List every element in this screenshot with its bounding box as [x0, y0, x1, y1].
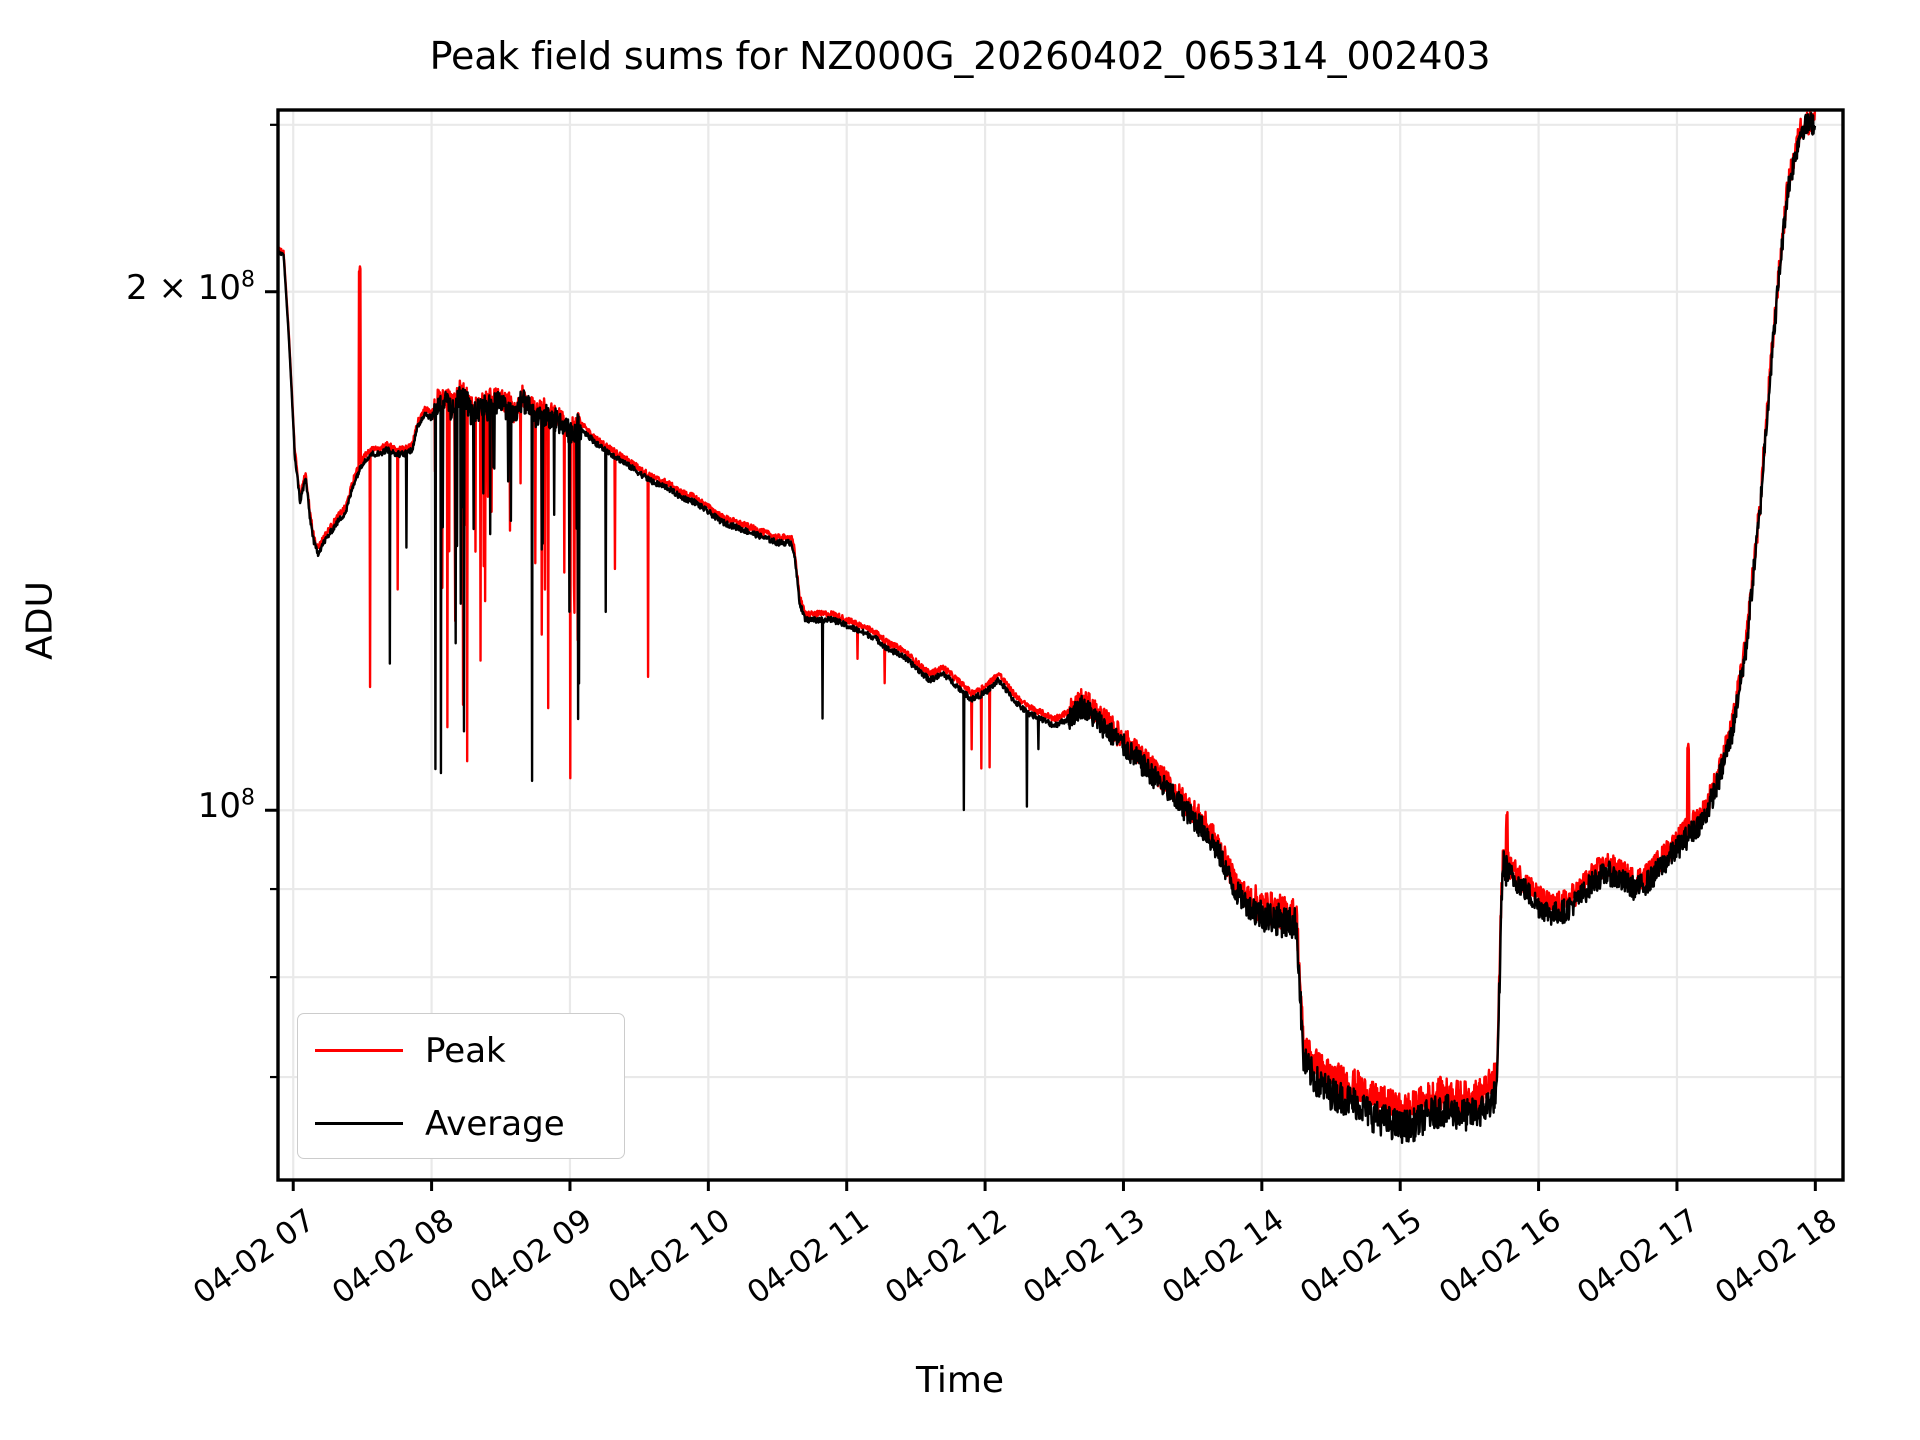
- y-tick-exponent: 8: [241, 267, 255, 293]
- y-tick-mantissa: 2 × 10: [126, 267, 241, 308]
- data-traces: [278, 110, 1817, 1145]
- legend-swatch-average: [315, 1122, 403, 1125]
- plot-background: [278, 110, 1843, 1180]
- legend-swatch-peak: [315, 1049, 403, 1052]
- axis-spines: [276, 108, 1845, 1182]
- legend-label: Average: [425, 1103, 565, 1144]
- y-tick-label: 108: [55, 786, 255, 826]
- y-tick-mantissa: 10: [197, 786, 241, 827]
- series-average: [278, 111, 1817, 1145]
- y-tick-exponent: 8: [241, 785, 255, 811]
- x-axis-label: Time: [915, 1360, 1005, 1401]
- axes-frame: [276, 108, 1845, 1182]
- y-tick-label: 2 × 108: [55, 268, 255, 308]
- axis-ticks: [265, 123, 1817, 1191]
- legend-item-average[interactable]: Average: [298, 1087, 624, 1160]
- legend-label: Peak: [425, 1030, 506, 1071]
- page-title: Peak field sums for NZ000G_20260402_0653…: [429, 34, 1491, 78]
- chart-legend[interactable]: Peak Average: [297, 1013, 625, 1159]
- legend-item-peak[interactable]: Peak: [298, 1014, 624, 1087]
